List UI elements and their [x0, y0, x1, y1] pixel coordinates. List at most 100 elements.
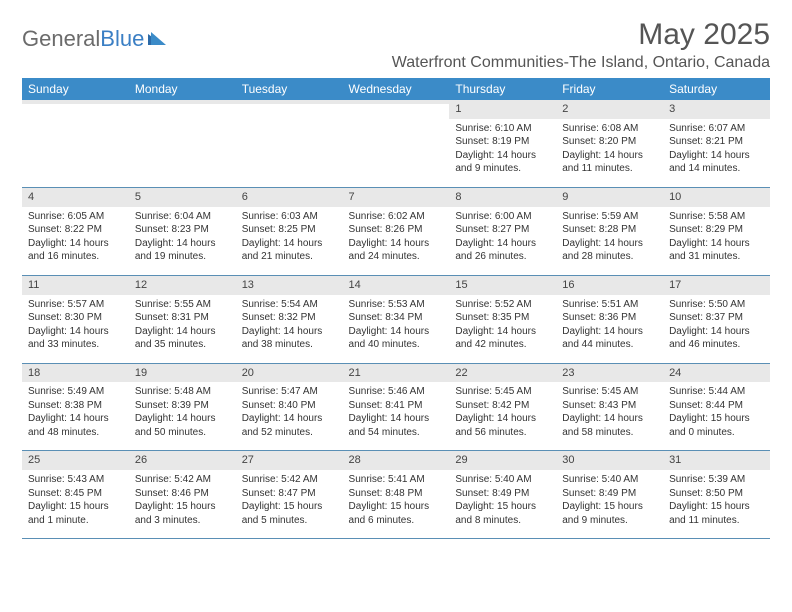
sunrise: Sunrise: 5:39 AM: [669, 473, 764, 487]
daylight: Daylight: 15 hours and 11 minutes.: [669, 500, 764, 527]
day-number: 9: [556, 188, 663, 207]
sunrise: Sunrise: 5:58 AM: [669, 210, 764, 224]
day-body: Sunrise: 5:45 AMSunset: 8:43 PMDaylight:…: [556, 382, 663, 450]
sunset: Sunset: 8:27 PM: [455, 223, 550, 237]
daylight: Daylight: 15 hours and 0 minutes.: [669, 412, 764, 439]
logo-icon: [148, 26, 174, 52]
daylight: Daylight: 14 hours and 11 minutes.: [562, 149, 657, 176]
day-cell: 31Sunrise: 5:39 AMSunset: 8:50 PMDayligh…: [663, 451, 770, 538]
daylight: Daylight: 14 hours and 44 minutes.: [562, 325, 657, 352]
sunrise: Sunrise: 5:59 AM: [562, 210, 657, 224]
day-number: 7: [343, 188, 450, 207]
sunset: Sunset: 8:35 PM: [455, 311, 550, 325]
day-number: 1: [449, 100, 556, 119]
day-body: Sunrise: 5:55 AMSunset: 8:31 PMDaylight:…: [129, 295, 236, 363]
day-body: Sunrise: 5:59 AMSunset: 8:28 PMDaylight:…: [556, 207, 663, 275]
day-body: Sunrise: 5:40 AMSunset: 8:49 PMDaylight:…: [556, 470, 663, 538]
day-number: 19: [129, 364, 236, 383]
sunset: Sunset: 8:41 PM: [349, 399, 444, 413]
daylight: Daylight: 14 hours and 46 minutes.: [669, 325, 764, 352]
daylight: Daylight: 14 hours and 52 minutes.: [242, 412, 337, 439]
day-body: Sunrise: 6:00 AMSunset: 8:27 PMDaylight:…: [449, 207, 556, 275]
daylight: Daylight: 14 hours and 54 minutes.: [349, 412, 444, 439]
sunset: Sunset: 8:37 PM: [669, 311, 764, 325]
day-cell: 2Sunrise: 6:08 AMSunset: 8:20 PMDaylight…: [556, 100, 663, 187]
day-cell: 13Sunrise: 5:54 AMSunset: 8:32 PMDayligh…: [236, 276, 343, 363]
day-number: 31: [663, 451, 770, 470]
sunrise: Sunrise: 5:40 AM: [562, 473, 657, 487]
daylight: Daylight: 15 hours and 6 minutes.: [349, 500, 444, 527]
sunrise: Sunrise: 5:47 AM: [242, 385, 337, 399]
day-number: 25: [22, 451, 129, 470]
sunrise: Sunrise: 5:40 AM: [455, 473, 550, 487]
daylight: Daylight: 14 hours and 26 minutes.: [455, 237, 550, 264]
day-body: Sunrise: 5:47 AMSunset: 8:40 PMDaylight:…: [236, 382, 343, 450]
daylight: Daylight: 14 hours and 50 minutes.: [135, 412, 230, 439]
day-body: Sunrise: 5:54 AMSunset: 8:32 PMDaylight:…: [236, 295, 343, 363]
daylight: Daylight: 15 hours and 5 minutes.: [242, 500, 337, 527]
day-body: Sunrise: 5:44 AMSunset: 8:44 PMDaylight:…: [663, 382, 770, 450]
day-number: 30: [556, 451, 663, 470]
day-cell: 6Sunrise: 6:03 AMSunset: 8:25 PMDaylight…: [236, 188, 343, 275]
logo: GeneralBlue: [22, 18, 174, 52]
day-body: [343, 104, 450, 172]
day-number: 27: [236, 451, 343, 470]
sunset: Sunset: 8:49 PM: [562, 487, 657, 501]
day-header: Thursday: [449, 78, 556, 100]
sunset: Sunset: 8:47 PM: [242, 487, 337, 501]
sunrise: Sunrise: 5:57 AM: [28, 298, 123, 312]
day-header: Monday: [129, 78, 236, 100]
title-block: May 2025 Waterfront Communities-The Isla…: [392, 18, 770, 72]
day-body: Sunrise: 5:40 AMSunset: 8:49 PMDaylight:…: [449, 470, 556, 538]
day-cell: 23Sunrise: 5:45 AMSunset: 8:43 PMDayligh…: [556, 364, 663, 451]
day-body: [22, 104, 129, 172]
week-row: 25Sunrise: 5:43 AMSunset: 8:45 PMDayligh…: [22, 451, 770, 539]
weeks-container: 1Sunrise: 6:10 AMSunset: 8:19 PMDaylight…: [22, 100, 770, 539]
sunrise: Sunrise: 5:45 AM: [562, 385, 657, 399]
daylight: Daylight: 14 hours and 31 minutes.: [669, 237, 764, 264]
logo-text-2: Blue: [100, 26, 144, 52]
sunrise: Sunrise: 6:02 AM: [349, 210, 444, 224]
day-body: Sunrise: 6:10 AMSunset: 8:19 PMDaylight:…: [449, 119, 556, 187]
daylight: Daylight: 15 hours and 9 minutes.: [562, 500, 657, 527]
sunset: Sunset: 8:32 PM: [242, 311, 337, 325]
day-cell: 14Sunrise: 5:53 AMSunset: 8:34 PMDayligh…: [343, 276, 450, 363]
day-header: Tuesday: [236, 78, 343, 100]
day-body: [236, 104, 343, 172]
day-header: Wednesday: [343, 78, 450, 100]
day-body: Sunrise: 5:52 AMSunset: 8:35 PMDaylight:…: [449, 295, 556, 363]
header: GeneralBlue May 2025 Waterfront Communit…: [22, 18, 770, 72]
week-row: 18Sunrise: 5:49 AMSunset: 8:38 PMDayligh…: [22, 364, 770, 452]
day-cell: [129, 100, 236, 187]
sunset: Sunset: 8:31 PM: [135, 311, 230, 325]
day-body: [129, 104, 236, 172]
day-body: Sunrise: 5:53 AMSunset: 8:34 PMDaylight:…: [343, 295, 450, 363]
daylight: Daylight: 14 hours and 14 minutes.: [669, 149, 764, 176]
day-body: Sunrise: 5:48 AMSunset: 8:39 PMDaylight:…: [129, 382, 236, 450]
sunrise: Sunrise: 5:54 AM: [242, 298, 337, 312]
day-cell: 8Sunrise: 6:00 AMSunset: 8:27 PMDaylight…: [449, 188, 556, 275]
daylight: Daylight: 14 hours and 28 minutes.: [562, 237, 657, 264]
sunset: Sunset: 8:39 PM: [135, 399, 230, 413]
sunset: Sunset: 8:21 PM: [669, 135, 764, 149]
daylight: Daylight: 14 hours and 19 minutes.: [135, 237, 230, 264]
day-cell: 3Sunrise: 6:07 AMSunset: 8:21 PMDaylight…: [663, 100, 770, 187]
sunrise: Sunrise: 6:05 AM: [28, 210, 123, 224]
day-cell: [22, 100, 129, 187]
day-number: 2: [556, 100, 663, 119]
logo-text-1: General: [22, 26, 100, 52]
sunset: Sunset: 8:20 PM: [562, 135, 657, 149]
daylight: Daylight: 15 hours and 8 minutes.: [455, 500, 550, 527]
day-header-row: Sunday Monday Tuesday Wednesday Thursday…: [22, 78, 770, 100]
day-cell: 29Sunrise: 5:40 AMSunset: 8:49 PMDayligh…: [449, 451, 556, 538]
day-body: Sunrise: 5:57 AMSunset: 8:30 PMDaylight:…: [22, 295, 129, 363]
sunset: Sunset: 8:25 PM: [242, 223, 337, 237]
day-number: 18: [22, 364, 129, 383]
sunrise: Sunrise: 5:51 AM: [562, 298, 657, 312]
daylight: Daylight: 14 hours and 38 minutes.: [242, 325, 337, 352]
week-row: 11Sunrise: 5:57 AMSunset: 8:30 PMDayligh…: [22, 276, 770, 364]
day-body: Sunrise: 5:58 AMSunset: 8:29 PMDaylight:…: [663, 207, 770, 275]
day-body: Sunrise: 5:43 AMSunset: 8:45 PMDaylight:…: [22, 470, 129, 538]
daylight: Daylight: 14 hours and 35 minutes.: [135, 325, 230, 352]
day-number: 24: [663, 364, 770, 383]
